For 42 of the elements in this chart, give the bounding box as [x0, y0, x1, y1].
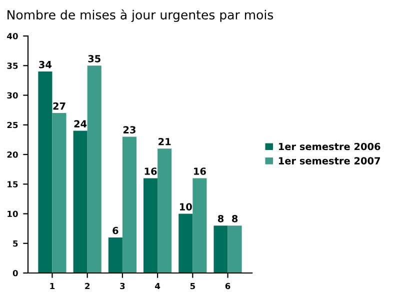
- bar: [178, 214, 193, 273]
- data-label: 24: [74, 120, 87, 128]
- x-tick-label: 5: [190, 282, 195, 290]
- data-label: 10: [180, 203, 192, 210]
- legend-label: 1er semestre 2006: [278, 142, 380, 150]
- data-label: 16: [144, 168, 157, 175]
- x-tick-label: 4: [155, 282, 160, 290]
- y-tick-label: 35: [7, 62, 18, 69]
- x-tick-label: 1: [50, 282, 55, 290]
- data-label: 35: [88, 55, 100, 62]
- x-tick-label: 2: [85, 282, 90, 290]
- bar: [158, 148, 172, 273]
- bar: [52, 113, 66, 273]
- bar: [144, 178, 158, 273]
- x-tick-label: 3: [120, 282, 125, 290]
- data-label: 34: [39, 60, 52, 68]
- y-tick-label: 20: [7, 151, 18, 158]
- bar: [87, 66, 102, 273]
- data-label: 27: [53, 102, 66, 110]
- y-tick-label: 40: [7, 32, 18, 40]
- y-tick-label: 25: [7, 122, 18, 128]
- data-label: 8: [218, 214, 224, 222]
- bar: [192, 178, 207, 273]
- bar: [108, 237, 122, 273]
- bar: [38, 72, 52, 273]
- bar: [73, 130, 88, 273]
- data-label: 16: [194, 168, 206, 175]
- data-label: 21: [158, 138, 171, 146]
- bar: [214, 226, 228, 273]
- data-label: 8: [232, 214, 238, 222]
- x-tick-label: 6: [225, 282, 230, 290]
- data-label: 23: [123, 126, 136, 134]
- y-tick-label: 30: [7, 92, 18, 99]
- bar: [122, 136, 136, 273]
- y-tick-label: 10: [8, 210, 18, 218]
- y-tick-label: 0: [12, 270, 18, 276]
- bar: [228, 226, 242, 273]
- legend-label: 1er semestre 2007: [278, 157, 380, 164]
- y-tick-label: 5: [13, 240, 18, 247]
- y-tick-label: 15: [8, 181, 18, 188]
- chart-title: Nombre de mises à jour urgentes par mois: [8, 9, 274, 22]
- data-label: 6: [112, 226, 118, 234]
